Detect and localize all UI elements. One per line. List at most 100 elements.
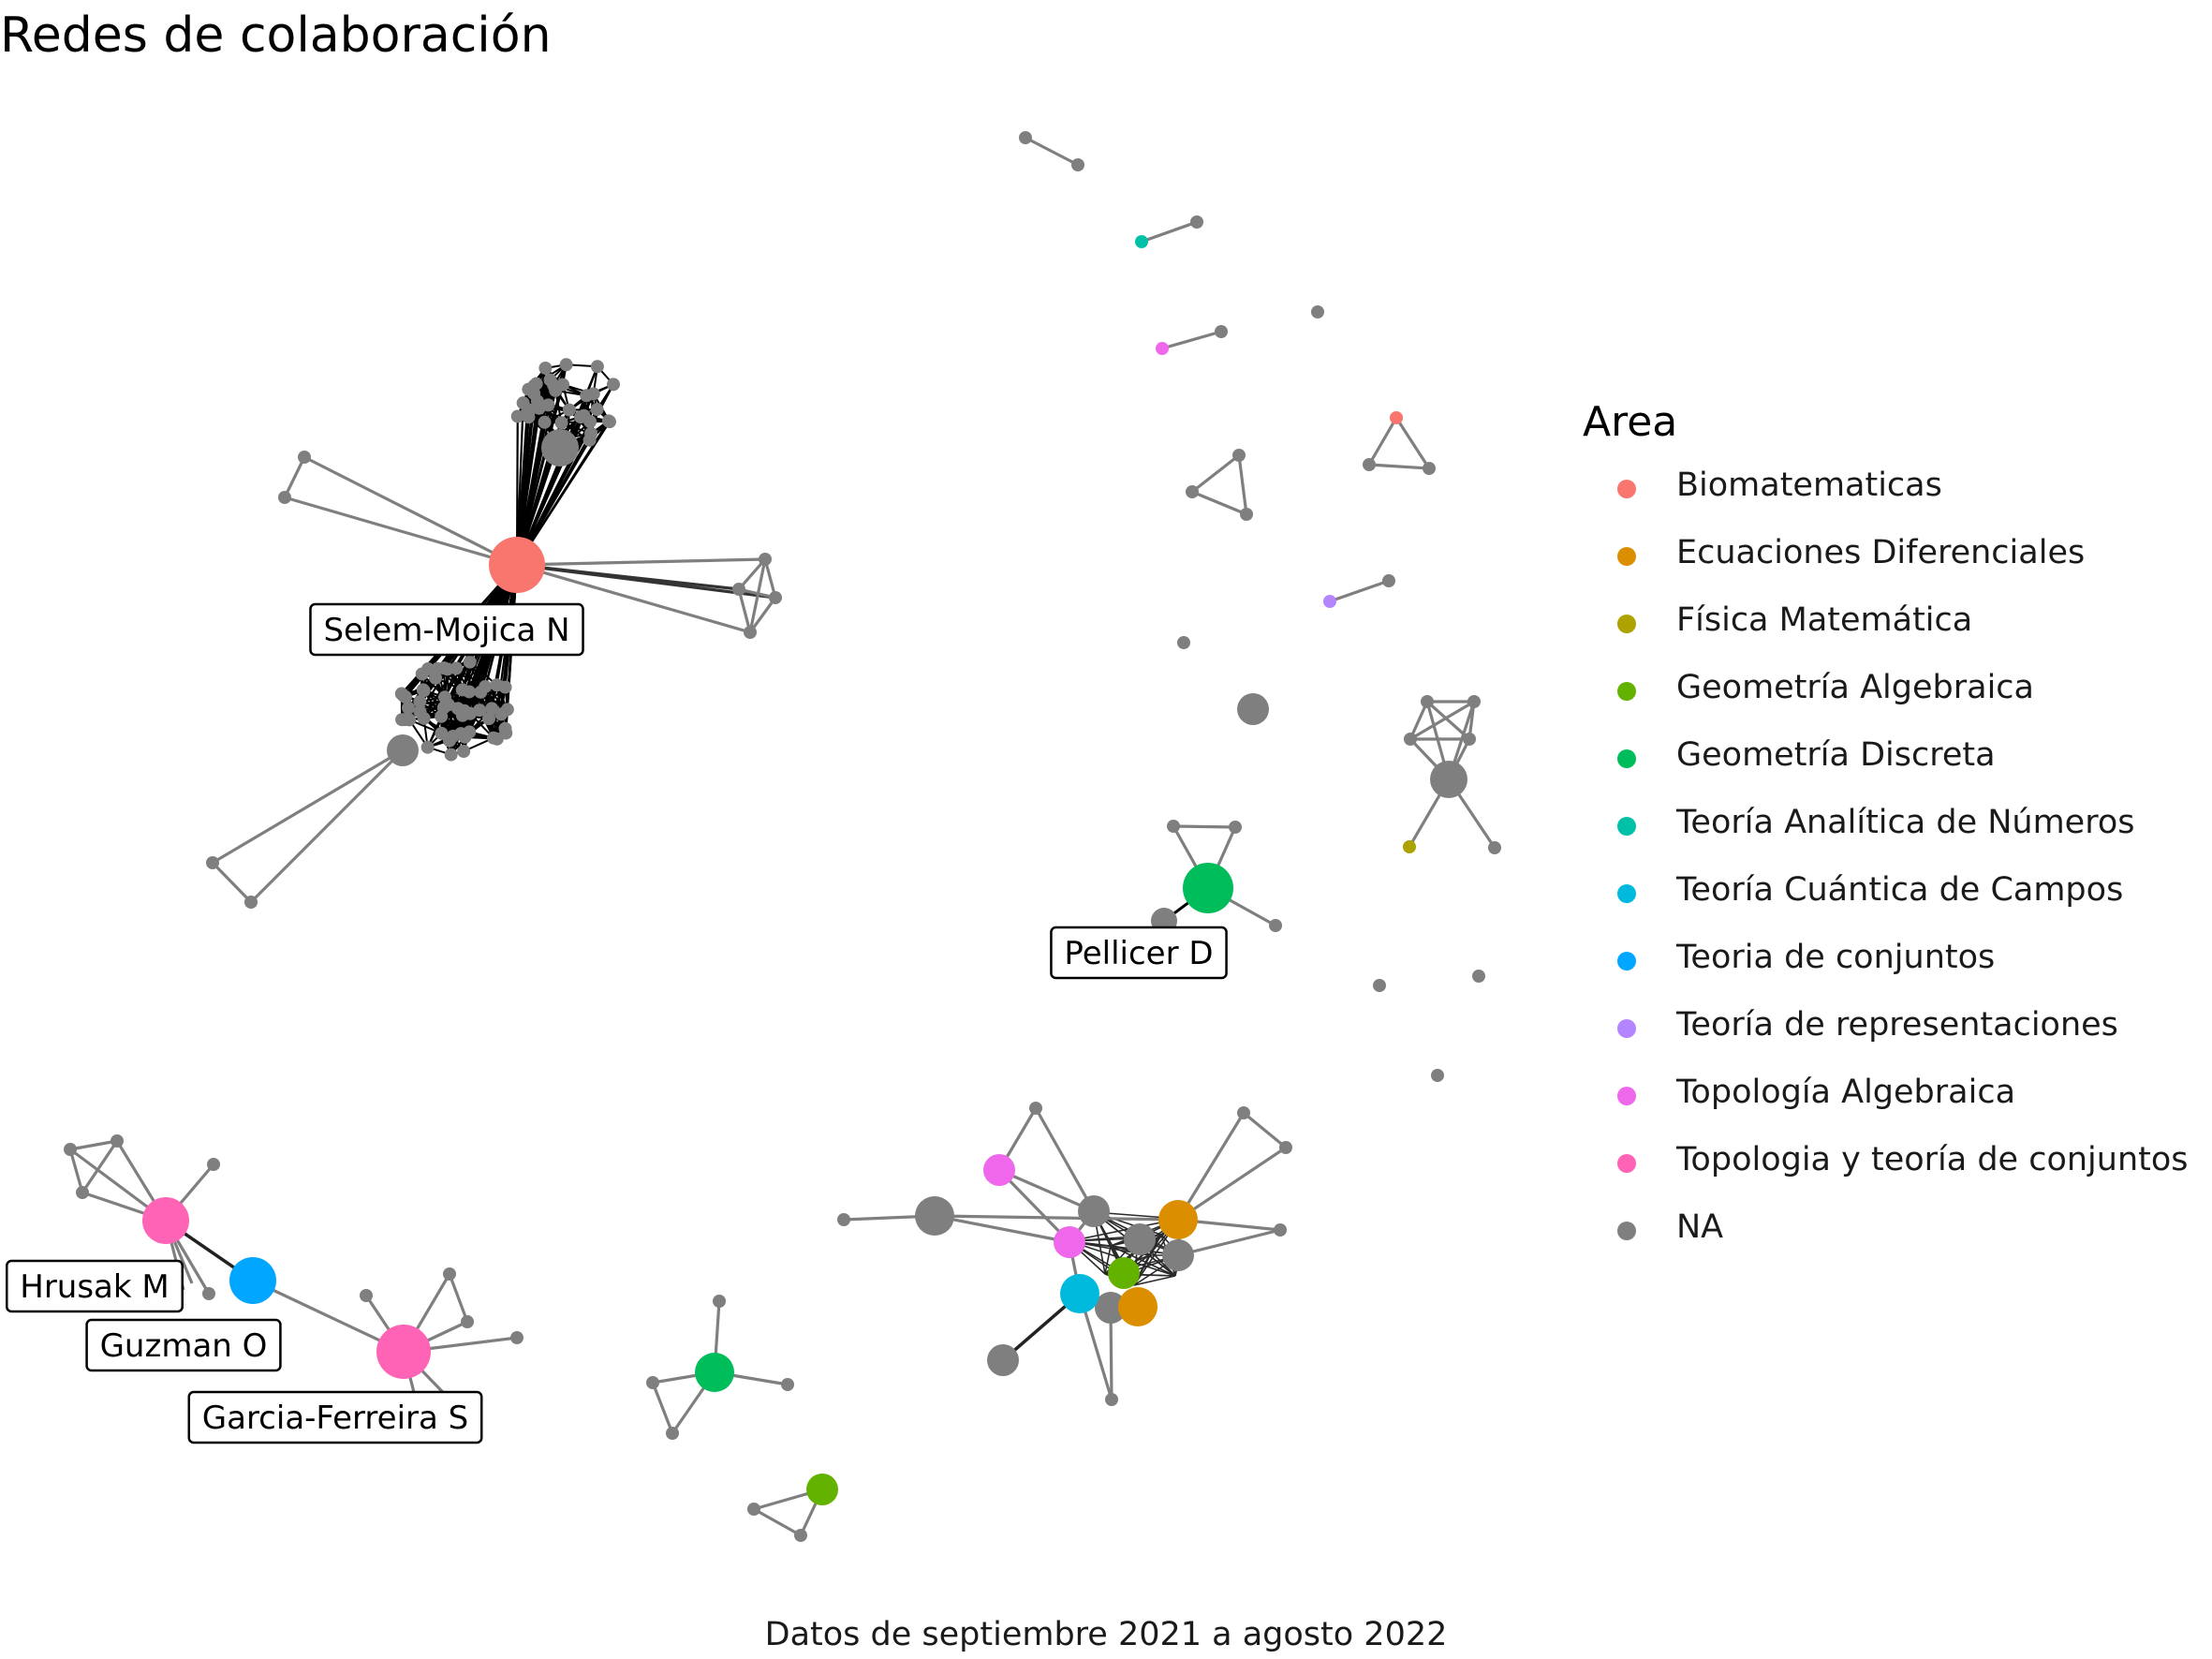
network-node [455,683,469,697]
edges-layer [68,136,1497,1537]
network-node [387,734,419,766]
legend-item: NA [1583,1199,1723,1266]
network-node [541,398,555,412]
network-node [538,361,553,375]
network-edge [1177,1228,1281,1257]
network-node [490,732,504,746]
network-node [1054,1226,1085,1258]
network-node [1232,449,1246,462]
legend-item: Topología Algebraica [1583,1064,2015,1132]
network-edge [1161,330,1222,350]
network-node [1279,1141,1292,1154]
network-node [1488,841,1501,854]
node-label-text: Guzman O [100,1327,268,1365]
network-node [747,1503,760,1516]
legend-key-dot [1617,480,1636,498]
network-node [543,373,557,387]
network-node [298,451,311,464]
network-node [1135,235,1148,248]
network-node [666,1427,679,1440]
node-label-text: Pellicer D [1064,935,1213,972]
network-node [1269,919,1282,932]
network-edge [516,421,611,566]
network-node [590,403,604,417]
network-node [837,1213,850,1226]
network-edge [1110,1245,1176,1277]
network-node [244,896,258,909]
network-node [142,1197,189,1244]
network-node [554,416,568,430]
network-node [1156,342,1169,355]
network-node [479,679,493,693]
network-edge [1409,700,1475,741]
network-edge [1368,463,1430,470]
network-edge [748,558,767,633]
network-node [394,687,408,701]
network-edge [1141,220,1198,244]
network-edge [249,748,405,904]
network-node [695,1353,734,1392]
network-node [574,410,588,424]
legend-item-label: Geometría Discreta [1676,736,1996,774]
network-edge [81,1140,119,1193]
legend-item-label: Ecuaciones Diferenciales [1676,534,2086,571]
network-edge [448,1273,469,1323]
network-node [278,491,291,504]
network-edge [763,558,777,599]
legend-item-label: Geometría Algebraica [1676,669,2034,706]
legend-key-dot [1617,884,1636,903]
legend-item: Biomatematicas [1583,457,1942,525]
network-node [915,1196,954,1236]
network-node [590,360,604,374]
network-node [806,1474,838,1505]
network-edge [753,1507,802,1537]
network-node [1237,1106,1250,1119]
network-node [1078,1195,1110,1227]
nodes-layer [64,131,1501,1542]
network-node [420,740,435,754]
network-node [376,1325,431,1379]
network-edge [737,588,752,633]
legend-item: Ecuaciones Diferenciales [1583,525,2085,592]
network-node [586,387,600,401]
network-node [450,702,465,716]
network-node [1060,1274,1099,1313]
network-edge [69,1139,118,1151]
network-edge [516,557,766,567]
network-node [584,426,598,440]
network-node [1423,462,1436,475]
network-edge [1025,136,1079,167]
network-edge [1148,1254,1176,1277]
legend-item: Teoría Analítica de Números [1583,794,2135,862]
network-node [463,655,477,669]
network-node [206,856,219,869]
node-label-box [1050,926,1228,980]
legend-item: Topologia y teoría de conjuntos [1583,1132,2189,1199]
legend-item: Física Matemática [1583,592,1972,659]
network-node [498,721,512,735]
node-label-guzman: Guzman O [85,1318,282,1372]
network-node [1186,485,1199,498]
network-node [1167,820,1180,833]
network-node [494,707,509,721]
network-node [781,1378,794,1391]
legend-item: Teoria de conjuntos [1583,929,1995,997]
network-node [1382,574,1395,587]
network-node [713,1295,726,1308]
network-edge [1133,1275,1176,1286]
network-edge [284,496,518,567]
network-node [1240,508,1253,521]
network-node [461,1315,474,1328]
legend: Area Biomatematicas Ecuaciones Diferencia… [1583,398,2189,1266]
legend-key-dot [1617,547,1636,566]
network-node [1237,693,1269,725]
network-edge [737,557,767,591]
network-node [1158,1200,1198,1239]
node-label-text: Hrusak M [20,1268,169,1306]
legend-item-label: Física Matemática [1676,601,1973,639]
network-node [207,1158,220,1171]
network-edge [516,563,776,600]
legend-item-label: Teoría Analítica de Números [1676,804,2135,841]
network-node [111,1134,124,1148]
